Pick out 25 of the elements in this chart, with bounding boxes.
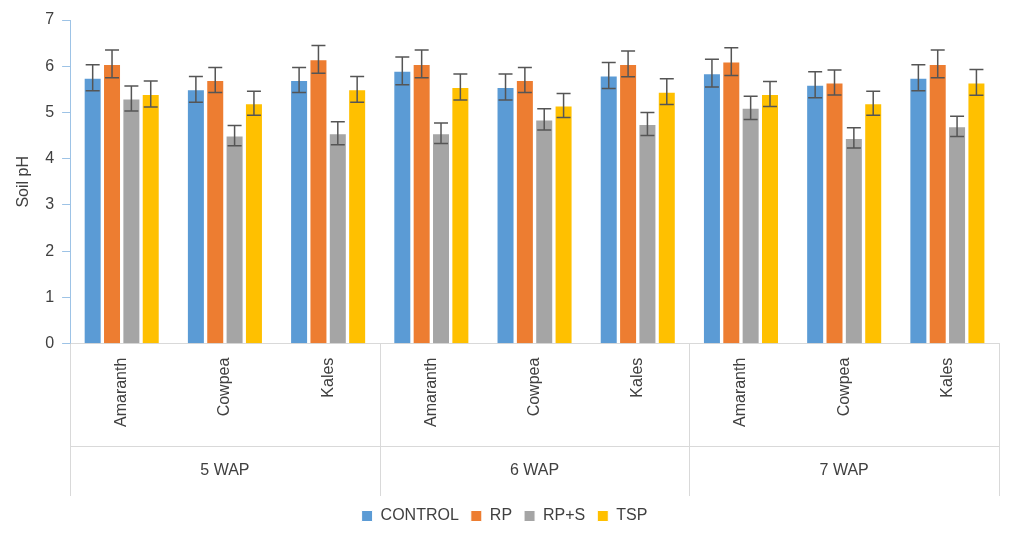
x-tick-label: Cowpea <box>215 357 233 417</box>
x-tick-label: Kales <box>318 357 336 398</box>
y-tick-label: 7 <box>45 10 55 28</box>
x-tick-label: Cowpea <box>834 357 852 417</box>
y-tick-label: 2 <box>45 241 55 259</box>
y-tick-label: 0 <box>45 334 55 352</box>
y-tick-label: 1 <box>45 287 55 305</box>
text: 5 WAP <box>200 461 250 479</box>
x-tick-label: Kales <box>628 357 646 398</box>
x-tick-label: Kales <box>937 357 955 398</box>
text: 7 WAP <box>819 461 869 479</box>
legend-label: CONTROL <box>380 506 459 524</box>
legend-label: RP <box>489 506 513 524</box>
x-tick-label: Amaranth <box>731 357 749 428</box>
x-tick-label: Amaranth <box>112 357 130 428</box>
legend-label: TSP <box>616 506 648 524</box>
text: 6 WAP <box>509 461 560 479</box>
y-axis-title: Soil pH <box>14 156 32 208</box>
legend-label: RP+S <box>543 506 586 524</box>
y-tick-label: 6 <box>45 56 55 74</box>
y-tick-label: 4 <box>45 149 55 167</box>
x-tick-label: Amaranth <box>421 357 439 428</box>
y-tick-label: 5 <box>45 102 55 120</box>
x-tick-label: Cowpea <box>524 357 542 417</box>
y-tick-label: 3 <box>45 195 55 213</box>
